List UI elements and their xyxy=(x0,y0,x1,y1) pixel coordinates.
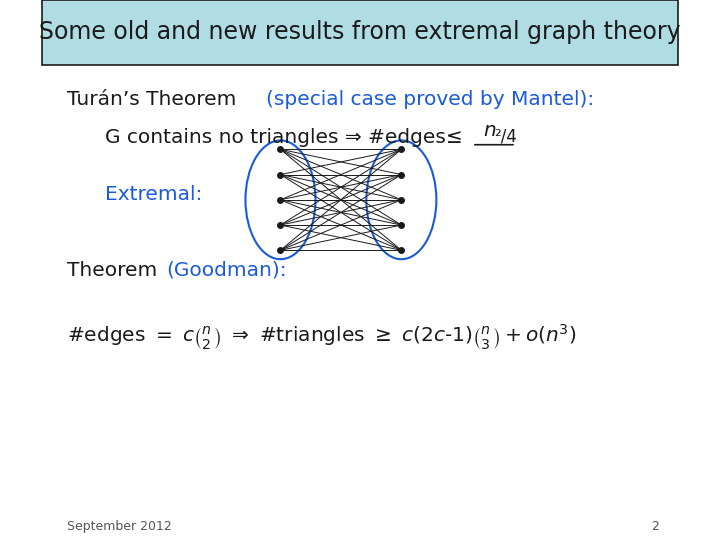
Text: G contains no triangles ⇒ #edges≤: G contains no triangles ⇒ #edges≤ xyxy=(105,128,463,147)
Text: (special case proved by Mantel):: (special case proved by Mantel): xyxy=(266,90,595,110)
Text: ²/4: ²/4 xyxy=(494,127,517,145)
Text: n: n xyxy=(483,121,496,140)
Text: Turán’s Theorem: Turán’s Theorem xyxy=(67,90,243,110)
Text: Some old and new results from extremal graph theory: Some old and new results from extremal g… xyxy=(39,21,681,44)
Text: 2: 2 xyxy=(651,520,659,533)
Text: Theorem: Theorem xyxy=(67,260,164,280)
Text: $\#\mathrm{edges}\ =\ c\binom{n}{2}\ \Rightarrow\ \#\mathrm{triangles}\ \geq\ c(: $\#\mathrm{edges}\ =\ c\binom{n}{2}\ \Ri… xyxy=(67,322,577,353)
Text: (Goodman):: (Goodman): xyxy=(166,260,287,280)
Text: September 2012: September 2012 xyxy=(67,520,172,533)
FancyBboxPatch shape xyxy=(42,0,678,65)
Text: Extremal:: Extremal: xyxy=(105,185,203,204)
